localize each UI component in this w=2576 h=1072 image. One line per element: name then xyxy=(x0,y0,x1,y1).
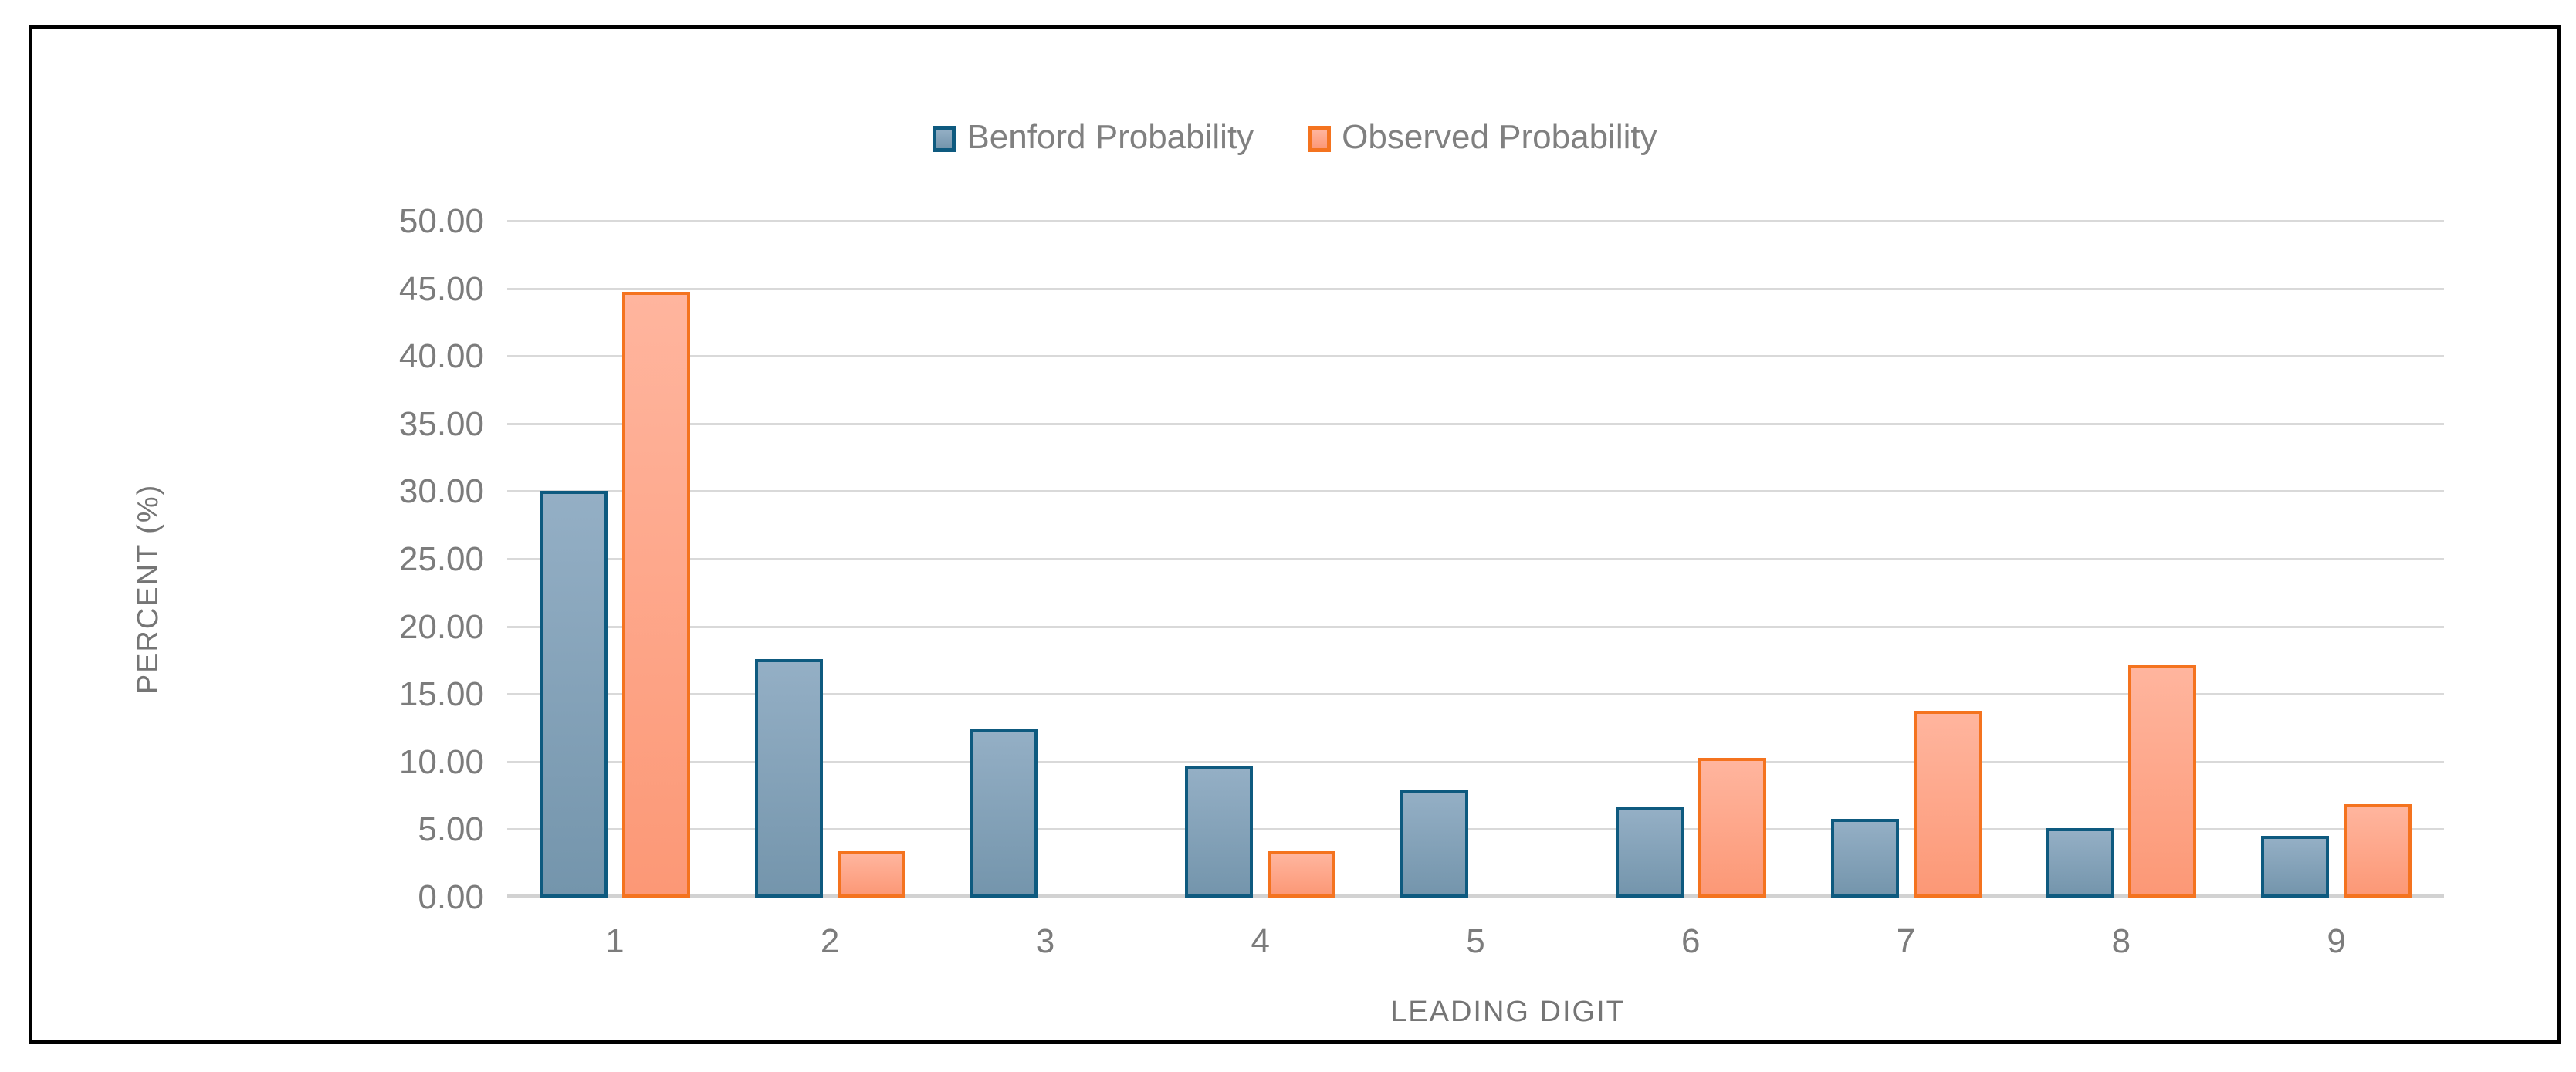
legend-label-benford: Benford Probability xyxy=(966,118,1254,156)
observed-bar-digit-2 xyxy=(837,850,905,898)
x-tick-label-4: 4 xyxy=(1251,922,1270,960)
observed-series-swatch-icon xyxy=(1308,126,1332,152)
observed-bar-digit-8 xyxy=(2128,664,2197,898)
benford-bar-digit-8 xyxy=(2046,828,2114,898)
x-tick-label-2: 2 xyxy=(820,922,840,960)
observed-bar-digit-7 xyxy=(1913,711,1982,898)
gridline-40 xyxy=(507,355,2444,358)
gridline-20 xyxy=(507,625,2444,628)
legend-item-observed: Observed Probability xyxy=(1308,120,1657,157)
gridline-5 xyxy=(507,828,2444,831)
x-tick-label-9: 9 xyxy=(2327,922,2346,960)
y-tick-label-15.00: 15.00 xyxy=(398,675,484,714)
benford-bar-digit-4 xyxy=(1185,766,1254,898)
legend-label-observed: Observed Probability xyxy=(1342,118,1657,156)
gridline-50 xyxy=(507,220,2444,222)
y-tick-label-50.00: 50.00 xyxy=(398,202,484,240)
x-tick-label-1: 1 xyxy=(605,922,625,960)
benford-series-swatch-icon xyxy=(933,126,956,152)
y-tick-label-40.00: 40.00 xyxy=(398,337,484,376)
benford-bar-digit-7 xyxy=(1830,819,1899,898)
gridline-35 xyxy=(507,422,2444,425)
x-tick-label-5: 5 xyxy=(1466,922,1485,960)
benford-bar-digit-9 xyxy=(2261,835,2330,898)
gridline-45 xyxy=(507,287,2444,290)
gridline-30 xyxy=(507,490,2444,493)
observed-bar-digit-9 xyxy=(2344,804,2412,898)
benford-bar-digit-2 xyxy=(754,659,823,898)
x-axis-line xyxy=(507,894,2444,898)
x-tick-label-3: 3 xyxy=(1035,922,1055,960)
y-tick-label-20.00: 20.00 xyxy=(398,607,484,646)
y-tick-label-25.00: 25.00 xyxy=(398,540,484,578)
benford-bar-digit-6 xyxy=(1615,807,1684,898)
y-axis-title: PERCENT (%) xyxy=(132,483,164,695)
y-tick-label-30.00: 30.00 xyxy=(398,472,484,511)
benford-bar-digit-1 xyxy=(539,490,608,898)
observed-bar-digit-4 xyxy=(1268,850,1336,898)
gridline-25 xyxy=(507,558,2444,560)
y-tick-label-35.00: 35.00 xyxy=(398,404,484,443)
legend-item-benford: Benford Probability xyxy=(933,120,1254,157)
x-tick-label-8: 8 xyxy=(2111,922,2131,960)
observed-bar-digit-6 xyxy=(1698,757,1766,898)
benford-bar-digit-5 xyxy=(1400,790,1468,898)
plot-area xyxy=(507,220,2444,898)
x-tick-label-6: 6 xyxy=(1681,922,1701,960)
y-tick-label-10.00: 10.00 xyxy=(398,742,484,781)
observed-bar-digit-1 xyxy=(621,291,690,898)
y-tick-label-45.00: 45.00 xyxy=(398,269,484,308)
x-tick-label-7: 7 xyxy=(1896,922,1916,960)
gridline-10 xyxy=(507,760,2444,763)
y-tick-label-0.00: 0.00 xyxy=(418,878,484,916)
gridline-15 xyxy=(507,693,2444,696)
x-axis-title: LEADING DIGIT xyxy=(1390,996,1626,1028)
chart-legend: Benford Probability Observed Probability xyxy=(32,120,2557,157)
y-tick-label-5.00: 5.00 xyxy=(418,810,484,849)
benford-bar-digit-3 xyxy=(970,729,1038,898)
